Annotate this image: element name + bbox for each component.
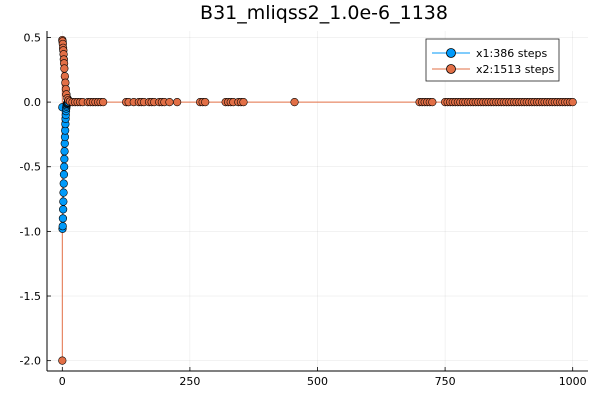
series-2-point bbox=[290, 98, 299, 107]
x-tick-label: 500 bbox=[307, 375, 328, 388]
legend-marker-x1 bbox=[446, 48, 456, 58]
series-2-point bbox=[173, 98, 182, 107]
series-1-point bbox=[59, 197, 68, 206]
y-tick-label: 0.0 bbox=[24, 96, 42, 109]
x-tick-label: 250 bbox=[179, 375, 200, 388]
y-tick-label: -2.0 bbox=[20, 355, 41, 368]
series-1-point bbox=[58, 222, 67, 231]
axes bbox=[46, 31, 588, 372]
series-2-point bbox=[58, 356, 67, 365]
series-2-point bbox=[99, 98, 108, 107]
series-2-point bbox=[201, 98, 210, 107]
series-2-point bbox=[60, 64, 69, 73]
series-1-point bbox=[60, 147, 69, 156]
x-tick-label: 750 bbox=[435, 375, 456, 388]
series-1-point bbox=[58, 214, 68, 223]
y-tick-label: -0.5 bbox=[20, 161, 41, 174]
series-1-point bbox=[60, 162, 69, 171]
series-1-point bbox=[59, 179, 68, 188]
series-1-point bbox=[59, 188, 68, 197]
grid bbox=[47, 31, 588, 371]
series-1-point bbox=[59, 170, 69, 179]
series-2-point bbox=[165, 98, 174, 107]
chart-title: B31_mliqss2_1.0e-6_1138 bbox=[200, 2, 448, 24]
legend: x1:386 steps x2:1513 steps bbox=[425, 38, 560, 82]
series-1-point bbox=[59, 205, 68, 214]
y-tick-label: -1.5 bbox=[20, 290, 41, 303]
series-2-point bbox=[239, 98, 248, 107]
tick-labels: 0 250 500 750 1000 0.5 0.0 -0.5 -1.0 -1.5 -2.0 bbox=[20, 31, 587, 388]
y-tick-label: 0.5 bbox=[24, 31, 42, 44]
legend-box bbox=[425, 38, 560, 82]
y-tick-label: -1.0 bbox=[20, 225, 41, 238]
series-2-point bbox=[568, 98, 577, 107]
series-2-point bbox=[428, 98, 437, 107]
legend-label-x2: x2:1513 steps bbox=[476, 63, 554, 76]
legend-label-x1: x1:386 steps bbox=[476, 47, 548, 60]
series-points bbox=[58, 35, 577, 365]
x-tick-label: 1000 bbox=[559, 375, 587, 388]
legend-marker-x2 bbox=[446, 64, 456, 74]
x-tick-label: 0 bbox=[59, 375, 66, 388]
series-1-point bbox=[60, 154, 69, 164]
